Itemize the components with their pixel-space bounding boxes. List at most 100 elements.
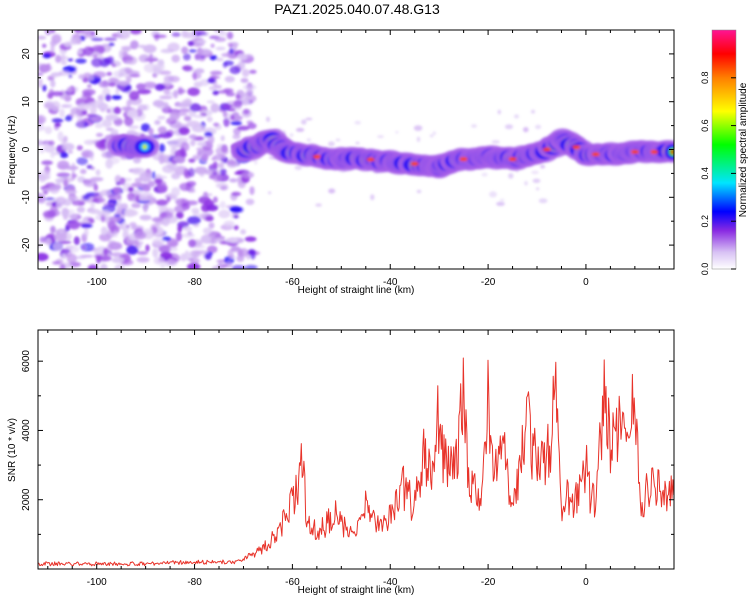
noise-blob xyxy=(196,141,207,147)
noise-blob xyxy=(187,40,195,47)
noise-blob xyxy=(87,264,99,269)
noise-blob xyxy=(80,223,93,228)
y-tick-label: -10 xyxy=(21,190,32,205)
colorbar-tick-label: 0.6 xyxy=(700,119,710,132)
noise-blob xyxy=(120,203,129,210)
noise-blob xyxy=(489,191,497,198)
noise-blob xyxy=(135,194,140,203)
y-tick-label: 6000 xyxy=(21,350,32,373)
noise-blob xyxy=(42,210,57,219)
noise-blob xyxy=(89,115,103,122)
x-tick-label: -80 xyxy=(187,577,202,588)
colorbar: 0.0 0.2 0.4 0.6 0.8 Normalized spectral ampl… xyxy=(700,29,749,275)
figure-title: PAZ1.2025.040.07.48.G13 xyxy=(274,1,440,17)
noise-blob xyxy=(94,249,104,256)
noise-blob xyxy=(245,54,254,58)
noise-blob xyxy=(187,167,195,177)
noise-blob xyxy=(43,102,55,109)
noise-blob xyxy=(207,193,213,197)
spectrogram-ylabel: Frequency (Hz) xyxy=(7,116,18,185)
noise-blob xyxy=(59,108,65,118)
snr-line xyxy=(38,357,674,567)
colorbar-tick-label: 0.4 xyxy=(700,167,710,180)
noise-blob xyxy=(491,140,500,144)
noise-blob xyxy=(301,119,307,125)
noise-blob xyxy=(241,69,250,77)
noise-blob xyxy=(137,88,152,95)
noise-blob xyxy=(38,35,47,40)
noise-blob xyxy=(67,58,74,62)
noise-blob xyxy=(143,81,157,89)
noise-blob xyxy=(163,88,171,95)
noise-blob xyxy=(238,248,249,258)
noise-blob xyxy=(73,236,80,246)
x-tick-label: 0 xyxy=(583,277,589,288)
noise-blob xyxy=(162,236,172,242)
noise-blob xyxy=(185,200,198,206)
noise-blob xyxy=(145,244,150,252)
noise-blob xyxy=(171,172,181,180)
noise-blob xyxy=(66,253,77,264)
noise-blob xyxy=(168,139,182,149)
noise-blob xyxy=(157,126,167,134)
noise-blob xyxy=(106,71,113,76)
noise-blob xyxy=(199,171,205,177)
noise-blob xyxy=(179,182,192,192)
noise-blob xyxy=(169,111,180,121)
noise-blob xyxy=(57,131,64,142)
noise-blob xyxy=(65,190,78,195)
noise-blob xyxy=(99,255,112,262)
noise-blob xyxy=(64,115,73,122)
noise-blob xyxy=(112,231,119,238)
ridge-peak xyxy=(630,149,639,154)
noise-blob xyxy=(222,88,234,93)
noise-blob xyxy=(168,246,178,252)
noise-blob xyxy=(92,54,98,59)
noise-blob xyxy=(62,143,75,151)
noise-blob xyxy=(121,57,134,61)
noise-blob xyxy=(177,225,183,233)
noise-blob xyxy=(151,217,163,223)
y-tick-label: 10 xyxy=(21,96,32,108)
noise-blob xyxy=(227,249,234,259)
noise-blob xyxy=(89,208,100,214)
noise-blob xyxy=(155,65,162,70)
noise-blob xyxy=(294,165,302,170)
noise-blob xyxy=(173,156,185,162)
noise-blob xyxy=(44,126,53,135)
noise-blob xyxy=(86,164,93,169)
noise-blob xyxy=(197,53,206,62)
noise-blob xyxy=(210,234,216,244)
noise-blob xyxy=(103,57,112,64)
noise-blob xyxy=(83,46,94,57)
noise-blob xyxy=(47,92,54,99)
noise-blob xyxy=(217,162,224,169)
noise-blob xyxy=(107,220,117,231)
noise-blob xyxy=(38,141,43,145)
noise-blob xyxy=(113,106,122,115)
noise-blob xyxy=(110,129,119,135)
noise-blob xyxy=(206,245,218,254)
noise-blob xyxy=(140,123,151,132)
noise-blob xyxy=(143,204,148,213)
noise-blob xyxy=(244,265,258,269)
noise-blob xyxy=(59,152,69,159)
noise-blob xyxy=(220,135,225,142)
noise-blob xyxy=(90,37,104,41)
noise-blob xyxy=(377,135,384,139)
noise-blob xyxy=(223,220,235,228)
noise-blob xyxy=(38,63,49,74)
noise-blob xyxy=(115,181,121,186)
noise-blob xyxy=(188,158,196,163)
x-tick-label: -40 xyxy=(383,277,398,288)
noise-blob xyxy=(69,196,79,200)
noise-blob xyxy=(216,57,224,62)
noise-blob xyxy=(471,124,477,128)
noise-blob xyxy=(187,263,201,269)
noise-blob xyxy=(121,221,128,232)
noise-blob xyxy=(416,136,421,142)
noise-blob xyxy=(59,55,69,60)
noise-blob xyxy=(45,237,52,247)
noise-blob xyxy=(73,255,87,260)
noise-blob xyxy=(131,167,146,175)
